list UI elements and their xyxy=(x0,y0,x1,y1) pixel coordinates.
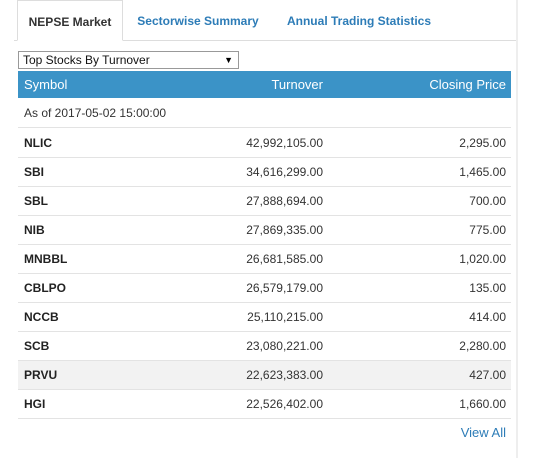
triangle-down-icon: ▼ xyxy=(224,55,233,65)
cell-symbol: SBI xyxy=(24,165,45,179)
cell-turnover: 27,888,694.00 xyxy=(246,194,323,208)
cell-turnover: 22,623,383.00 xyxy=(246,368,323,382)
cell-turnover: 25,110,215.00 xyxy=(247,310,323,324)
cell-turnover: 27,869,335.00 xyxy=(246,223,323,237)
cell-symbol: NIB xyxy=(24,223,45,237)
cell-turnover: 22,526,402.00 xyxy=(246,397,323,411)
tab-annual-trading-statistics[interactable]: Annual Trading Statistics xyxy=(286,14,432,28)
header-closing-price: Closing Price xyxy=(429,77,506,92)
stocks-filter-value: Top Stocks By Turnover xyxy=(23,53,150,67)
cell-turnover: 26,579,179.00 xyxy=(246,281,323,295)
panel-divider xyxy=(516,0,518,458)
stocks-table-body: NLIC 42,992,105.00 2,295.00 SBI 34,616,2… xyxy=(18,129,511,419)
view-all-link[interactable]: View All xyxy=(460,425,506,440)
cell-closing-price: 1,660.00 xyxy=(459,397,506,411)
cell-closing-price: 1,020.00 xyxy=(459,252,506,266)
table-row: HGI 22,526,402.00 1,660.00 xyxy=(18,390,511,419)
tab-sectorwise-summary[interactable]: Sectorwise Summary xyxy=(137,14,259,28)
cell-symbol: CBLPO xyxy=(24,281,66,295)
header-symbol: Symbol xyxy=(24,77,68,92)
as-of-timestamp: As of 2017-05-02 15:00:00 xyxy=(18,99,511,128)
cell-turnover: 26,681,585.00 xyxy=(246,252,323,266)
cell-closing-price: 775.00 xyxy=(469,223,506,237)
cell-symbol: HGI xyxy=(24,397,46,411)
cell-closing-price: 427.00 xyxy=(469,368,506,382)
header-turnover: Turnover xyxy=(271,77,323,92)
cell-turnover: 42,992,105.00 xyxy=(246,136,323,150)
cell-symbol: NCCB xyxy=(24,310,59,324)
cell-symbol: SCB xyxy=(24,339,50,353)
table-row: PRVU 22,623,383.00 427.00 xyxy=(18,361,511,390)
table-header: Symbol Turnover Closing Price xyxy=(18,71,511,98)
table-row: NIB 27,869,335.00 775.00 xyxy=(18,216,511,245)
cell-symbol: SBL xyxy=(24,194,48,208)
table-row: SBL 27,888,694.00 700.00 xyxy=(18,187,511,216)
table-row: SCB 23,080,221.00 2,280.00 xyxy=(18,332,511,361)
cell-closing-price: 414.00 xyxy=(469,310,506,324)
table-row: NCCB 25,110,215.00 414.00 xyxy=(18,303,511,332)
cell-symbol: MNBBL xyxy=(24,252,68,266)
table-row: SBI 34,616,299.00 1,465.00 xyxy=(18,158,511,187)
table-row: MNBBL 26,681,585.00 1,020.00 xyxy=(18,245,511,274)
cell-turnover: 23,080,221.00 xyxy=(246,339,323,353)
tab-bar: NEPSE Market Sectorwise Summary Annual T… xyxy=(14,0,516,41)
cell-closing-price: 700.00 xyxy=(469,194,506,208)
cell-symbol: NLIC xyxy=(24,136,52,150)
table-row: CBLPO 26,579,179.00 135.00 xyxy=(18,274,511,303)
cell-symbol: PRVU xyxy=(24,368,58,382)
cell-closing-price: 135.00 xyxy=(469,281,506,295)
cell-closing-price: 1,465.00 xyxy=(459,165,506,179)
cell-turnover: 34,616,299.00 xyxy=(246,165,323,179)
tab-nepse-market[interactable]: NEPSE Market xyxy=(17,0,123,41)
cell-closing-price: 2,295.00 xyxy=(459,136,506,150)
stocks-filter-select[interactable]: Top Stocks By Turnover ▼ xyxy=(18,51,239,69)
cell-closing-price: 2,280.00 xyxy=(459,339,506,353)
table-row: NLIC 42,992,105.00 2,295.00 xyxy=(18,129,511,158)
